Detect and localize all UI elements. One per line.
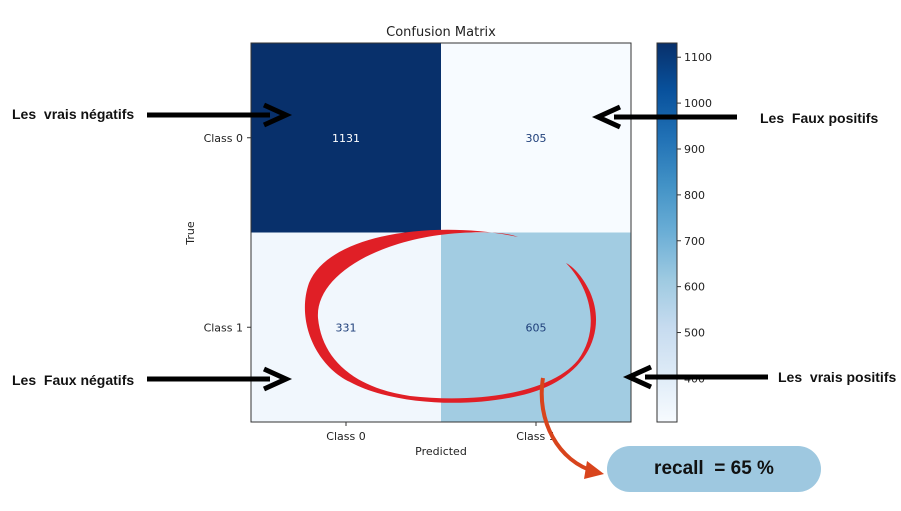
arrow-true-positives: [622, 364, 768, 390]
recall-badge: recall = 65 %: [607, 446, 821, 492]
arrow-true-negatives: [147, 102, 293, 128]
colorbar-tick-label: 900: [684, 143, 705, 156]
arrow-false-negatives: [147, 366, 293, 392]
label-true-negatives: Les vrais négatifs: [12, 106, 135, 122]
colorbar: [656, 42, 678, 423]
recall-text: recall = 65 %: [654, 458, 774, 479]
heatmap-cell-r0-c0: [251, 43, 441, 233]
cell-value-r0-c1: 305: [526, 132, 547, 145]
cell-value-r1-c1: 605: [526, 321, 547, 334]
colorbar-tick-label: 800: [684, 189, 705, 202]
arrow-false-positives: [591, 104, 737, 130]
y-tick-label: Class 1: [204, 321, 243, 334]
arrow-to-recall: [539, 377, 604, 479]
plot-frame: [250, 42, 632, 423]
y-axis-label: True: [184, 221, 197, 246]
label-true-positives: Les vrais positifs: [778, 369, 897, 385]
colorbar-tick-label: 1100: [684, 51, 712, 64]
label-false-positives: Les Faux positifs: [760, 110, 879, 126]
colorbar-tick-label: 1000: [684, 97, 712, 110]
x-tick-label: Class 0: [326, 430, 365, 443]
colorbar-tick-label: 700: [684, 235, 705, 248]
y-tick-label: Class 0: [204, 132, 243, 145]
label-false-negatives: Les Faux négatifs: [12, 372, 135, 388]
chart-title: Confusion Matrix: [386, 25, 496, 40]
heatmap-cell-r0-c1: [441, 43, 631, 233]
cell-value-r1-c0: 331: [336, 321, 357, 334]
x-tick-label: Class 1: [516, 430, 555, 443]
colorbar-tick-label: 500: [684, 327, 705, 340]
cell-value-r0-c0: 1131: [332, 132, 360, 145]
x-axis-label: Predicted: [415, 445, 467, 458]
colorbar-tick-label: 600: [684, 281, 705, 294]
